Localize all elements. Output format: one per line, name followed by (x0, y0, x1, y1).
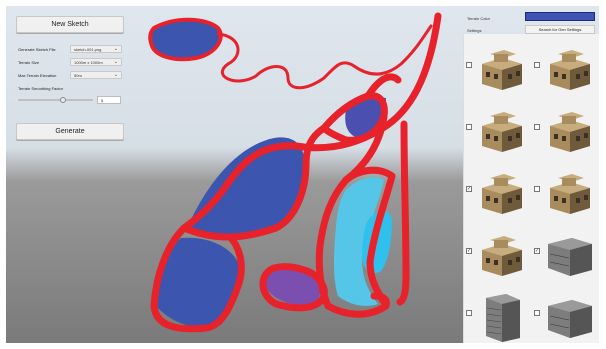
building-checkbox[interactable] (534, 186, 540, 192)
max-elevation-dropdown[interactable]: 50m ⌄ (70, 71, 122, 79)
terrain-size-value: 1000m x 1000m (74, 59, 103, 65)
chevron-down-icon: ⌄ (113, 59, 118, 65)
building-thumbnail (548, 300, 592, 338)
sketch-region-bottom (152, 237, 241, 328)
max-elevation-value: 50m (74, 72, 82, 78)
terrain-size-dropdown[interactable]: 1000m x 1000m ⌄ (70, 58, 122, 66)
building-item[interactable] (532, 286, 599, 343)
building-checkbox[interactable] (534, 62, 540, 68)
building-thumbnail (486, 294, 520, 342)
building-checkbox[interactable] (466, 124, 472, 130)
building-checkbox[interactable]: ✓ (534, 248, 540, 254)
chevron-down-icon: ⌄ (113, 72, 118, 78)
building-thumbnail (482, 112, 522, 152)
terrain-color-label: Terrain Color (467, 16, 490, 21)
building-item[interactable]: ✓ (464, 162, 532, 224)
search-settings-button[interactable]: Search for Gen Settings (525, 25, 595, 34)
smoothing-label: Terrain Smoothing Factor (18, 86, 63, 91)
generate-button[interactable]: Generate (16, 123, 124, 140)
building-item[interactable] (532, 38, 599, 100)
building-item[interactable]: ✓ (532, 224, 599, 286)
smoothing-value-field[interactable]: 5 (97, 96, 121, 104)
building-panel: Terrain Color Settings Search for Gen Se… (461, 6, 599, 343)
building-item[interactable] (464, 38, 532, 100)
sketch-region-large (188, 137, 305, 236)
building-thumbnail (482, 174, 522, 214)
building-item[interactable] (532, 162, 599, 224)
max-elevation-label: Max Terrain Elevation (18, 73, 57, 78)
building-thumbnail (550, 174, 590, 214)
chevron-down-icon: ⌄ (113, 46, 118, 52)
settings-label: Settings (467, 28, 482, 33)
sketch-canvas[interactable] (6, 6, 599, 343)
building-checkbox[interactable]: ✓ (466, 186, 472, 192)
building-checkbox[interactable] (534, 124, 540, 130)
smoothing-slider-handle[interactable] (60, 97, 66, 103)
sketch-file-value: sketch-001.png (74, 46, 102, 52)
building-checkbox[interactable] (466, 62, 472, 68)
building-thumbnail (550, 50, 590, 90)
sketch-road-network (150, 12, 442, 333)
new-sketch-button[interactable]: New Sketch (16, 16, 124, 33)
sketch-region-purple (264, 269, 321, 306)
building-thumbnail (548, 238, 592, 276)
building-checkbox[interactable]: ✓ (466, 248, 472, 254)
building-item[interactable] (532, 100, 599, 162)
smoothing-slider[interactable] (18, 99, 93, 101)
building-thumbnail (482, 236, 522, 276)
terrain-size-label: Terrain Size (18, 60, 40, 65)
building-checkbox[interactable] (534, 310, 540, 316)
building-item[interactable]: ✓ (464, 224, 532, 286)
building-checkbox[interactable] (466, 310, 472, 316)
sketch-river-line (216, 24, 433, 90)
building-thumbnail (550, 112, 590, 152)
building-gallery[interactable]: ✓ (463, 34, 599, 343)
sketch-file-dropdown[interactable]: sketch-001.png ⌄ (70, 45, 122, 53)
terrain-color-swatch[interactable] (525, 12, 595, 21)
building-item[interactable] (464, 286, 532, 343)
scene-viewport[interactable]: New Sketch Generate Sketch File sketch-0… (6, 6, 599, 343)
building-item[interactable] (464, 100, 532, 162)
sketch-water-channel (334, 177, 384, 306)
sketch-lake-region (148, 17, 223, 62)
left-control-panel: New Sketch Generate Sketch File sketch-0… (6, 6, 131, 146)
building-thumbnail (482, 50, 522, 90)
sketch-file-label: Generate Sketch File (18, 47, 56, 52)
